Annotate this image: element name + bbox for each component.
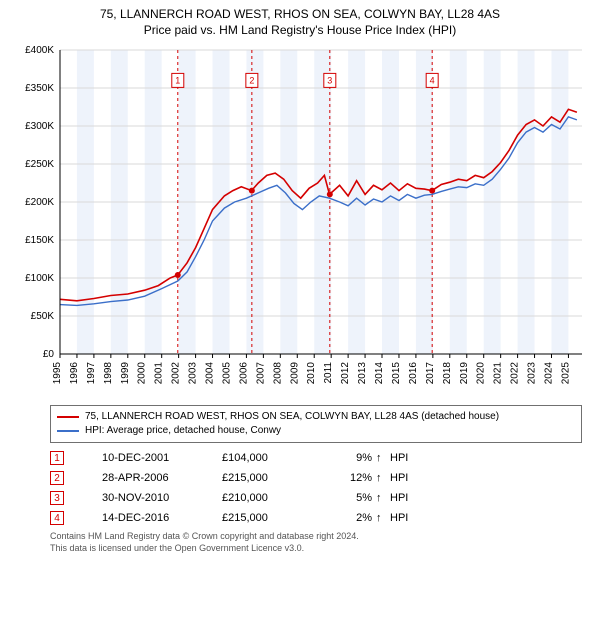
figure: 75, LLANNERCH ROAD WEST, RHOS ON SEA, CO… — [0, 0, 600, 555]
event-marker-num: 1 — [54, 453, 60, 464]
svg-text:2004: 2004 — [205, 362, 216, 385]
up-arrow-icon: ↑ — [376, 472, 390, 484]
event-price: £215,000 — [222, 512, 322, 524]
event-row: 4 14-DEC-2016 £215,000 2% ↑ HPI — [50, 511, 582, 525]
svg-text:£300K: £300K — [25, 121, 54, 132]
footer-line: Contains HM Land Registry data © Crown c… — [50, 531, 582, 543]
event-row: 1 10-DEC-2001 £104,000 9% ↑ HPI — [50, 451, 582, 465]
event-marker-num: 4 — [54, 513, 60, 524]
event-marker-box: 4 — [50, 511, 64, 525]
svg-text:2: 2 — [249, 76, 254, 86]
svg-text:£150K: £150K — [25, 235, 54, 246]
title-line-1: 75, LLANNERCH ROAD WEST, RHOS ON SEA, CO… — [10, 6, 590, 22]
title-line-2: Price paid vs. HM Land Registry's House … — [10, 22, 590, 38]
title-block: 75, LLANNERCH ROAD WEST, RHOS ON SEA, CO… — [0, 0, 600, 40]
event-hpi: HPI — [390, 492, 408, 504]
event-price: £215,000 — [222, 472, 322, 484]
legend-swatch — [57, 416, 79, 418]
svg-text:2023: 2023 — [527, 362, 538, 385]
svg-text:4: 4 — [430, 76, 435, 86]
legend-swatch — [57, 430, 79, 432]
event-pct: 12% — [322, 472, 376, 484]
svg-text:2025: 2025 — [560, 362, 571, 385]
event-date: 28-APR-2006 — [102, 472, 222, 484]
event-marker-num: 2 — [54, 473, 60, 484]
svg-text:2018: 2018 — [442, 362, 453, 385]
svg-text:1995: 1995 — [52, 362, 63, 385]
up-arrow-icon: ↑ — [376, 512, 390, 524]
up-arrow-icon: ↑ — [376, 492, 390, 504]
chart-svg: £0 £50K £100K £150K £200K £250K £300K £350K £400… — [10, 44, 590, 399]
svg-text:2002: 2002 — [171, 362, 182, 385]
svg-text:2006: 2006 — [238, 362, 249, 385]
event-marker-num: 3 — [54, 493, 60, 504]
svg-text:£0: £0 — [43, 349, 55, 360]
svg-text:£400K: £400K — [25, 45, 54, 56]
event-marker-box: 1 — [50, 451, 64, 465]
svg-text:2012: 2012 — [340, 362, 351, 385]
event-marker-box: 3 — [50, 491, 64, 505]
event-marker-box: 2 — [50, 471, 64, 485]
event-hpi: HPI — [390, 472, 408, 484]
svg-text:£50K: £50K — [31, 311, 55, 322]
event-pct: 5% — [322, 492, 376, 504]
event-date: 14-DEC-2016 — [102, 512, 222, 524]
chart: £0 £50K £100K £150K £200K £250K £300K £350K £400… — [10, 44, 590, 399]
svg-text:2009: 2009 — [289, 362, 300, 385]
up-arrow-icon: ↑ — [376, 452, 390, 464]
legend: 75, LLANNERCH ROAD WEST, RHOS ON SEA, CO… — [50, 405, 582, 443]
svg-text:2020: 2020 — [476, 362, 487, 385]
svg-text:£100K: £100K — [25, 273, 54, 284]
svg-text:2016: 2016 — [408, 362, 419, 385]
event-price: £104,000 — [222, 452, 322, 464]
event-date: 30-NOV-2010 — [102, 492, 222, 504]
svg-text:2001: 2001 — [154, 362, 165, 385]
svg-text:2003: 2003 — [188, 362, 199, 385]
svg-text:2021: 2021 — [493, 362, 504, 385]
svg-text:2022: 2022 — [510, 362, 521, 385]
legend-item: HPI: Average price, detached house, Conw… — [57, 424, 575, 438]
svg-text:1997: 1997 — [86, 362, 97, 385]
legend-label: HPI: Average price, detached house, Conw… — [85, 424, 281, 438]
event-date: 10-DEC-2001 — [102, 452, 222, 464]
event-pct: 9% — [322, 452, 376, 464]
svg-text:2008: 2008 — [272, 362, 283, 385]
svg-text:3: 3 — [327, 76, 332, 86]
svg-text:2019: 2019 — [459, 362, 470, 385]
svg-text:2000: 2000 — [137, 362, 148, 385]
svg-text:2011: 2011 — [323, 362, 334, 384]
event-row: 2 28-APR-2006 £215,000 12% ↑ HPI — [50, 471, 582, 485]
svg-text:2024: 2024 — [543, 362, 554, 385]
event-table: 1 10-DEC-2001 £104,000 9% ↑ HPI 2 28-APR… — [50, 451, 582, 525]
event-hpi: HPI — [390, 512, 408, 524]
svg-text:£250K: £250K — [25, 159, 54, 170]
svg-text:1999: 1999 — [120, 362, 131, 385]
svg-text:1: 1 — [175, 76, 180, 86]
svg-text:2005: 2005 — [221, 362, 232, 385]
svg-text:£200K: £200K — [25, 197, 54, 208]
svg-text:1998: 1998 — [103, 362, 114, 385]
svg-text:2017: 2017 — [425, 362, 436, 385]
svg-text:1996: 1996 — [69, 362, 80, 385]
svg-text:£350K: £350K — [25, 83, 54, 94]
footer-line: This data is licensed under the Open Gov… — [50, 543, 582, 555]
svg-text:2013: 2013 — [357, 362, 368, 385]
event-hpi: HPI — [390, 452, 408, 464]
svg-text:2010: 2010 — [306, 362, 317, 385]
svg-text:2015: 2015 — [391, 362, 402, 385]
event-pct: 2% — [322, 512, 376, 524]
event-row: 3 30-NOV-2010 £210,000 5% ↑ HPI — [50, 491, 582, 505]
svg-text:2014: 2014 — [374, 362, 385, 385]
legend-item: 75, LLANNERCH ROAD WEST, RHOS ON SEA, CO… — [57, 410, 575, 424]
svg-text:2007: 2007 — [255, 362, 266, 385]
legend-label: 75, LLANNERCH ROAD WEST, RHOS ON SEA, CO… — [85, 410, 499, 424]
footer: Contains HM Land Registry data © Crown c… — [50, 531, 582, 554]
event-price: £210,000 — [222, 492, 322, 504]
